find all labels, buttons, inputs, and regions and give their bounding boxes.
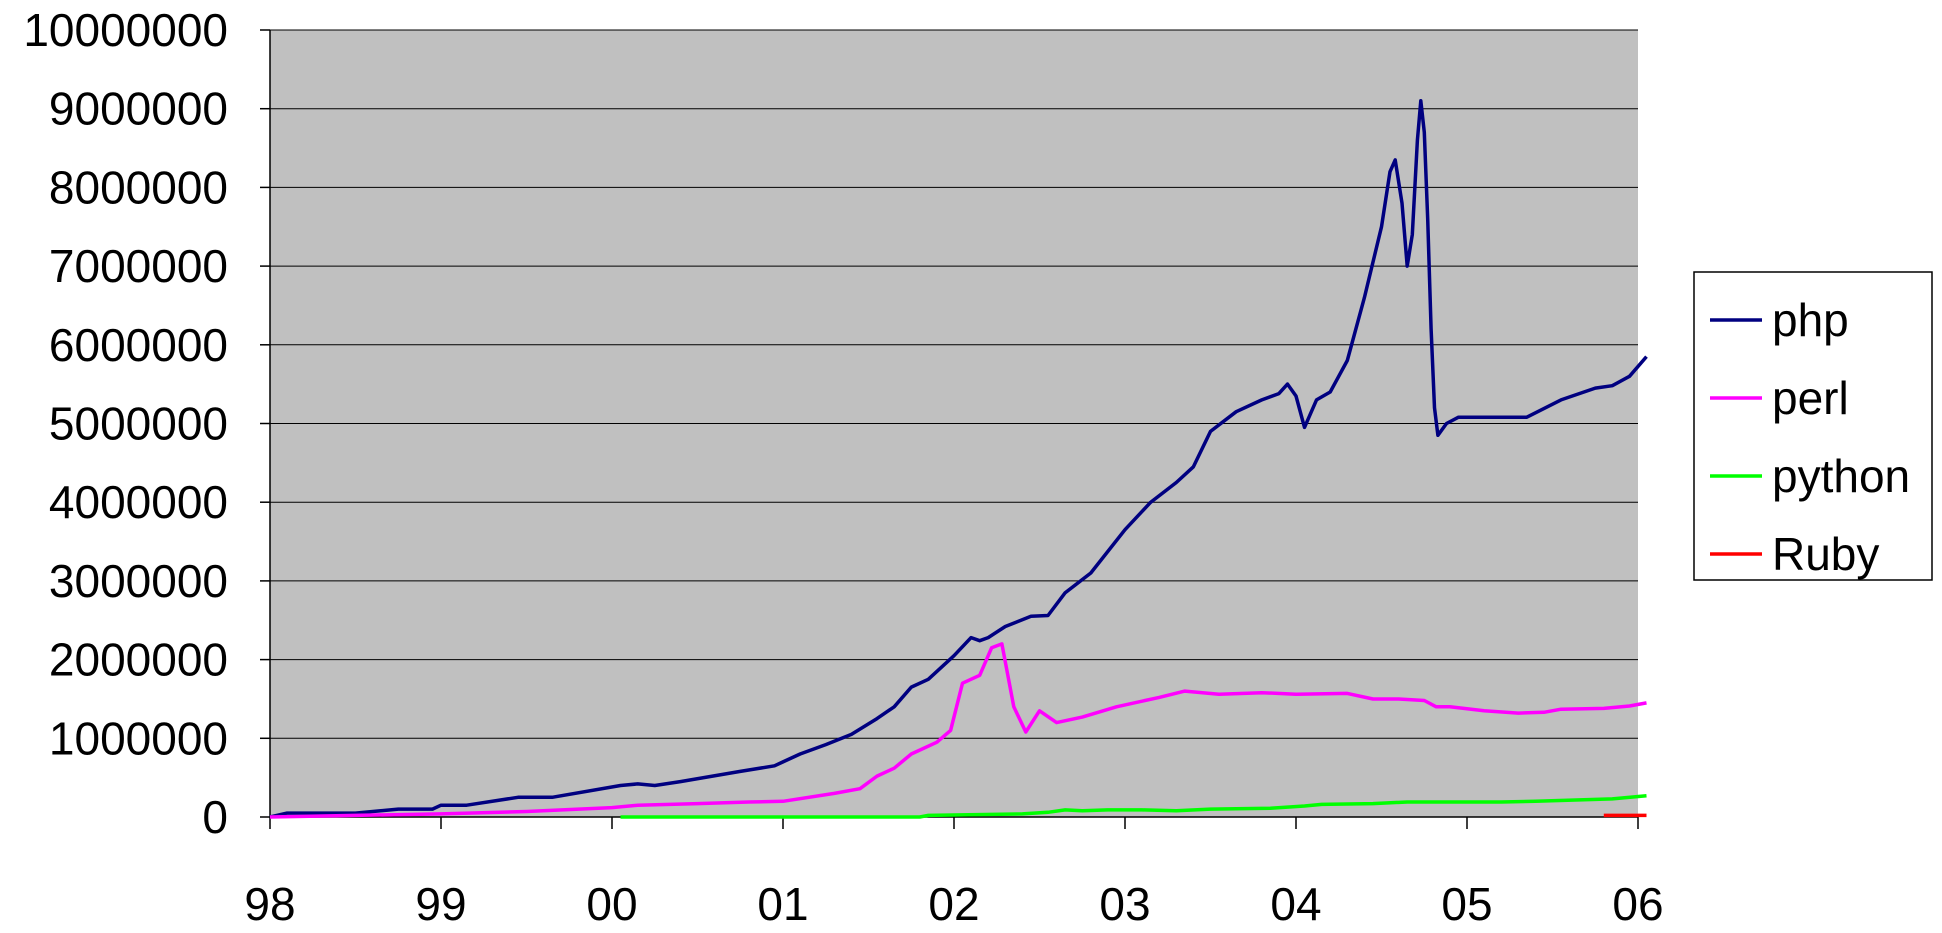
legend-label-ruby: Ruby bbox=[1772, 528, 1879, 580]
x-tick-label: 98 bbox=[244, 878, 295, 930]
x-tick-label: 00 bbox=[586, 878, 637, 930]
y-tick-label: 6000000 bbox=[49, 319, 228, 371]
legend-label-perl: perl bbox=[1772, 372, 1849, 424]
x-axis: 98 99 00 01 02 03 04 05 06 bbox=[244, 816, 1664, 930]
y-tick-label: 8000000 bbox=[49, 161, 228, 213]
legend-label-python: python bbox=[1772, 450, 1910, 502]
legend-box bbox=[1693, 271, 1933, 581]
x-tick-label: 04 bbox=[1270, 878, 1321, 930]
y-tick-label: 5000000 bbox=[49, 398, 228, 450]
legend: php perl python Ruby bbox=[1693, 271, 1933, 581]
series-lines bbox=[269, 99, 1648, 819]
x-tick-label: 02 bbox=[928, 878, 979, 930]
y-tick-label: 0 bbox=[202, 791, 228, 843]
y-tick-label: 2000000 bbox=[49, 634, 228, 686]
y-tick-label: 10000000 bbox=[23, 4, 228, 56]
y-axis: 0 1000000 2000000 3000000 4000000 5000000 6000… bbox=[23, 4, 271, 843]
x-tick-label: 06 bbox=[1612, 878, 1663, 930]
y-tick-label: 3000000 bbox=[49, 555, 228, 607]
series-line-perl bbox=[269, 642, 1647, 819]
y-tick-label: 4000000 bbox=[49, 476, 228, 528]
legend-label-php: php bbox=[1772, 294, 1849, 346]
y-tick-label: 7000000 bbox=[49, 240, 228, 292]
y-tick-label: 9000000 bbox=[49, 83, 228, 135]
gridlines bbox=[270, 29, 1638, 739]
x-tick-label: 01 bbox=[757, 878, 808, 930]
series-line-php bbox=[269, 99, 1648, 819]
x-tick-label: 05 bbox=[1441, 878, 1492, 930]
y-tick-label: 1000000 bbox=[49, 712, 228, 764]
x-tick-label: 03 bbox=[1099, 878, 1150, 930]
series-line-python bbox=[620, 794, 1647, 819]
x-tick-label: 99 bbox=[415, 878, 466, 930]
